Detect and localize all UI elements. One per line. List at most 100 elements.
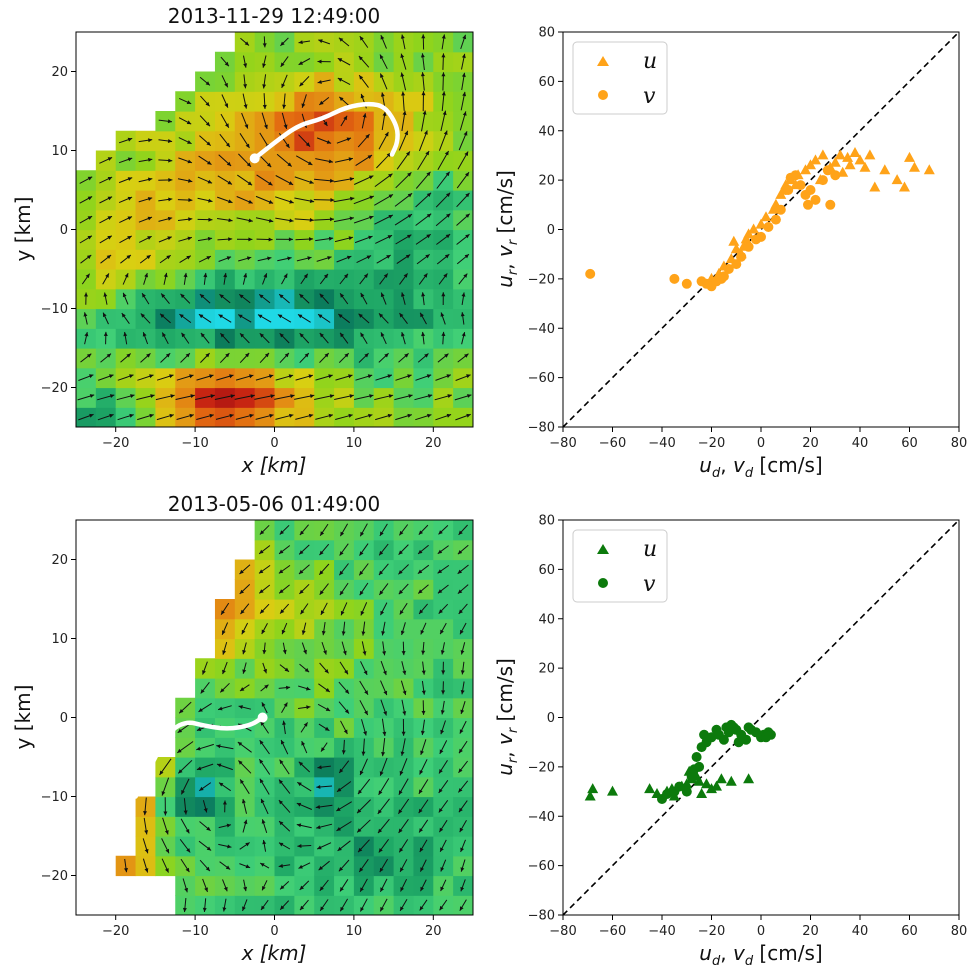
scatter-point-v: [728, 722, 739, 733]
velocity-arrow-head: [245, 842, 250, 847]
velocity-arrow-head: [463, 131, 468, 136]
velocity-arrow-head: [419, 828, 423, 833]
scatter-point-v: [763, 222, 774, 232]
velocity-arrow-head: [205, 101, 210, 107]
velocity-arrow-head: [222, 800, 227, 805]
velocity-arrow-head: [198, 314, 204, 319]
velocity-arrow-head: [268, 181, 273, 186]
velocity-arrow-head: [147, 197, 153, 201]
velocity-arrow-head: [259, 333, 264, 338]
velocity-arrows-bottom: [124, 523, 469, 913]
velocity-arrow-head: [208, 217, 213, 222]
velocity-arrow-head: [405, 254, 411, 259]
velocity-arrow-head: [159, 770, 164, 775]
velocity-arrow-head: [382, 111, 387, 116]
velocity-arrow-head: [359, 570, 364, 576]
velocity-arrow-head: [286, 685, 291, 690]
velocity-arrow-head: [417, 569, 423, 574]
velocity-arrow-head: [226, 161, 232, 166]
velocity-arrow-head: [237, 742, 243, 746]
velocity-arrow-head: [283, 124, 288, 129]
velocity-arrow-head: [462, 91, 467, 97]
velocity-arrow-head: [127, 157, 133, 162]
velocity-arrow-head: [369, 394, 374, 398]
velocity-arrow-head: [378, 790, 383, 795]
velocity-arrow-head: [281, 629, 286, 635]
axis-ticks-bottom-right: −80 −60 −40 −20 0 20 40 60 80 −80 −60 −40 −20 0 20 40 60…: [528, 514, 968, 940]
scatter-point-u: [748, 223, 760, 234]
scatter-point-v: [696, 276, 707, 287]
scatter-point-u: [829, 156, 841, 167]
y-tick-label: −80: [528, 909, 555, 924]
legend-bottom: u v: [572, 529, 668, 603]
velocity-arrow-head: [426, 192, 432, 197]
panel-top-left-title: 2013-11-29 12:49:00: [168, 4, 380, 28]
velocity-arrow-head: [278, 800, 283, 805]
velocity-arrow-head: [419, 609, 424, 614]
scatter-point-v: [736, 251, 747, 262]
velocity-arrow-head: [282, 104, 287, 109]
y-tick-label: −60: [528, 859, 555, 874]
velocity-arrow-head: [198, 708, 203, 712]
velocity-arrow-head: [86, 255, 92, 260]
velocity-arrow-head: [407, 374, 412, 379]
velocity-arrow-head: [388, 194, 393, 199]
velocity-arrow-head: [461, 72, 466, 78]
velocity-arrow-head: [164, 830, 169, 835]
velocity-arrow-head: [168, 158, 173, 163]
velocity-arrow-head: [379, 590, 384, 595]
velocity-arrow-head: [421, 710, 426, 715]
velocity-arrow-head: [246, 162, 251, 167]
scatter-point-v: [733, 737, 744, 748]
scatter-point-u: [891, 174, 903, 185]
velocity-arrow-head: [224, 103, 228, 108]
velocity-arrow-head: [299, 333, 304, 338]
velocity-arrow-head: [183, 272, 188, 278]
velocity-arrow-head: [309, 199, 315, 203]
velocity-arrow-head: [106, 353, 111, 358]
velocity-arrow-head: [244, 124, 249, 129]
scatter-point-v: [790, 170, 801, 181]
velocity-arrow-head: [440, 886, 445, 892]
velocity-arrow-head: [243, 273, 248, 278]
x-tick-label: −40: [648, 924, 675, 939]
velocity-arrow-head: [243, 886, 248, 892]
velocity-arrow-head: [400, 630, 405, 635]
velocity-arrow-head: [359, 590, 364, 596]
velocity-arrow-head: [441, 292, 446, 297]
velocity-arrow-head: [279, 294, 284, 299]
y-tick-label: 40: [538, 124, 555, 139]
velocity-arrow-head: [245, 864, 251, 869]
velocity-arrow-head: [361, 751, 366, 756]
velocity-arrow-head: [279, 821, 284, 826]
velocity-arrow-head: [161, 791, 166, 796]
velocity-arrow-head: [300, 609, 305, 615]
velocity-arrow-head: [280, 62, 285, 67]
x-tick-label: 0: [270, 924, 278, 939]
velocity-arrow-head: [123, 332, 128, 337]
velocity-arrow-head: [446, 374, 451, 379]
velocity-arrow-head: [383, 690, 388, 696]
velocity-arrow-head: [318, 314, 323, 319]
velocity-arrow-head: [382, 731, 387, 736]
velocity-arrow-head: [267, 162, 272, 168]
velocity-arrow-head: [248, 218, 253, 223]
velocity-arrow-head: [187, 236, 192, 241]
velocity-arrow-head: [357, 808, 362, 814]
y-tick-label: −40: [528, 810, 555, 825]
velocity-arrow-head: [190, 394, 195, 398]
scatter-point-u: [775, 188, 787, 199]
velocity-arrow-head: [240, 779, 244, 784]
velocity-arrow-head: [240, 687, 245, 691]
velocity-arrow-head: [443, 273, 448, 278]
velocity-arrow-head: [339, 551, 344, 556]
velocity-arrow-head: [85, 273, 90, 279]
velocity-arrow-head: [341, 750, 346, 755]
velocity-arrow-head: [426, 234, 431, 239]
velocity-arrow-head: [400, 867, 404, 872]
velocity-arrow-head: [223, 273, 228, 278]
velocity-arrow-head: [303, 273, 308, 279]
velocity-arrow-head: [289, 413, 294, 418]
velocity-arrow-head: [441, 670, 446, 675]
